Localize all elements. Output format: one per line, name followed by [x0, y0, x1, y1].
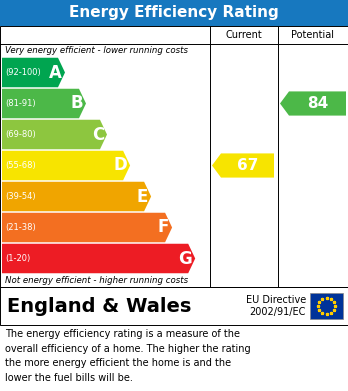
Polygon shape	[2, 120, 107, 149]
Text: (1-20): (1-20)	[5, 254, 30, 263]
Text: 84: 84	[307, 96, 328, 111]
Text: B: B	[70, 95, 83, 113]
Text: (21-38): (21-38)	[5, 223, 36, 232]
Text: (69-80): (69-80)	[5, 130, 36, 139]
Text: Very energy efficient - lower running costs: Very energy efficient - lower running co…	[5, 46, 188, 55]
Bar	[0, 0, 348, 26]
Text: The energy efficiency rating is a measure of the
overall efficiency of a home. T: The energy efficiency rating is a measur…	[5, 329, 251, 383]
Text: 67: 67	[237, 158, 258, 173]
Text: (81-91): (81-91)	[5, 99, 35, 108]
Polygon shape	[2, 182, 151, 211]
Bar	[310, 293, 343, 319]
Text: Energy Efficiency Rating: Energy Efficiency Rating	[69, 5, 279, 20]
Text: (39-54): (39-54)	[5, 192, 35, 201]
Text: C: C	[92, 126, 104, 143]
Text: G: G	[179, 249, 192, 267]
Text: A: A	[49, 63, 62, 81]
Text: England & Wales: England & Wales	[7, 296, 191, 316]
Text: D: D	[113, 156, 127, 174]
Text: (55-68): (55-68)	[5, 161, 36, 170]
Polygon shape	[2, 58, 65, 87]
Polygon shape	[2, 213, 172, 242]
Text: Not energy efficient - higher running costs: Not energy efficient - higher running co…	[5, 276, 188, 285]
Text: 2002/91/EC: 2002/91/EC	[250, 307, 306, 317]
Text: Potential: Potential	[292, 30, 334, 40]
Text: EU Directive: EU Directive	[246, 295, 306, 305]
Text: Current: Current	[226, 30, 262, 40]
Polygon shape	[2, 244, 195, 273]
Polygon shape	[2, 89, 86, 118]
Text: E: E	[137, 188, 148, 206]
Bar	[0, 26, 348, 287]
Polygon shape	[212, 153, 274, 178]
Polygon shape	[2, 151, 130, 180]
Text: F: F	[158, 219, 169, 237]
Polygon shape	[280, 91, 346, 116]
Bar	[0, 287, 348, 325]
Text: (92-100): (92-100)	[5, 68, 41, 77]
